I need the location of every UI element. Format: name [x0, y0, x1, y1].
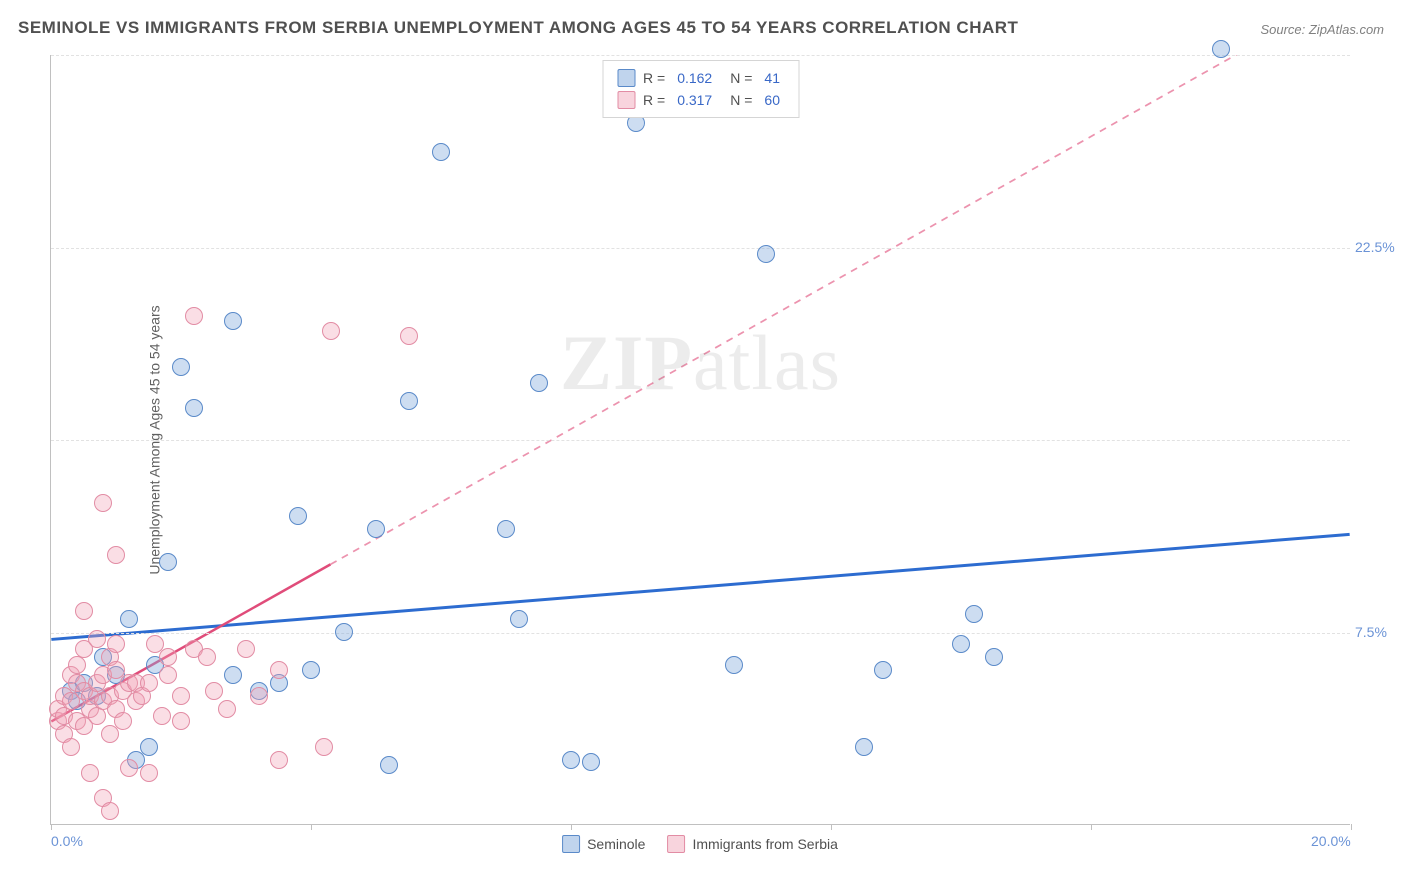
data-point [224, 312, 242, 330]
data-point [101, 802, 119, 820]
data-point [224, 666, 242, 684]
grid-line [51, 55, 1350, 56]
y-tick-label: 7.5% [1355, 624, 1406, 640]
source-attribution: Source: ZipAtlas.com [1260, 22, 1384, 37]
data-point [270, 661, 288, 679]
swatch-blue-icon [617, 69, 635, 87]
data-point [400, 327, 418, 345]
data-point [302, 661, 320, 679]
x-tick-label: 20.0% [1311, 833, 1351, 849]
data-point [380, 756, 398, 774]
data-point [582, 753, 600, 771]
data-point [315, 738, 333, 756]
data-point [159, 666, 177, 684]
data-point [335, 623, 353, 641]
swatch-pink-icon [667, 835, 685, 853]
data-point [270, 751, 288, 769]
data-point [107, 635, 125, 653]
data-point [510, 610, 528, 628]
plot-area: ZIPatlas R = 0.162 N = 41 R = 0.317 N = … [50, 55, 1350, 825]
data-point [81, 764, 99, 782]
watermark: ZIPatlas [560, 318, 841, 408]
data-point [88, 630, 106, 648]
data-point [322, 322, 340, 340]
legend-row-serbia: R = 0.317 N = 60 [617, 89, 784, 111]
correlation-legend: R = 0.162 N = 41 R = 0.317 N = 60 [602, 60, 799, 118]
x-tick [1091, 824, 1092, 830]
data-point [1212, 40, 1230, 58]
grid-line [51, 440, 1350, 441]
data-point [185, 399, 203, 417]
x-tick [311, 824, 312, 830]
chart-container: Unemployment Among Ages 45 to 54 years Z… [50, 55, 1350, 825]
grid-line [51, 248, 1350, 249]
data-point [400, 392, 418, 410]
grid-line [51, 633, 1350, 634]
y-tick-label: 22.5% [1355, 239, 1406, 255]
data-point [140, 674, 158, 692]
swatch-pink-icon [617, 91, 635, 109]
data-point [75, 602, 93, 620]
data-point [120, 610, 138, 628]
data-point [172, 687, 190, 705]
data-point [250, 687, 268, 705]
data-point [757, 245, 775, 263]
data-point [874, 661, 892, 679]
data-point [985, 648, 1003, 666]
data-point [159, 648, 177, 666]
data-point [725, 656, 743, 674]
data-point [237, 640, 255, 658]
data-point [140, 738, 158, 756]
legend-item-serbia: Immigrants from Serbia [667, 835, 837, 853]
data-point [185, 307, 203, 325]
swatch-blue-icon [562, 835, 580, 853]
data-point [107, 546, 125, 564]
x-tick [831, 824, 832, 830]
chart-title: SEMINOLE VS IMMIGRANTS FROM SERBIA UNEMP… [18, 18, 1018, 38]
data-point [153, 707, 171, 725]
data-point [172, 712, 190, 730]
data-point [562, 751, 580, 769]
x-tick [571, 824, 572, 830]
data-point [198, 648, 216, 666]
x-tick [51, 824, 52, 830]
x-tick [1351, 824, 1352, 830]
data-point [367, 520, 385, 538]
data-point [94, 494, 112, 512]
data-point [62, 738, 80, 756]
data-point [159, 553, 177, 571]
data-point [432, 143, 450, 161]
x-tick-label: 0.0% [51, 833, 83, 849]
data-point [497, 520, 515, 538]
legend-item-seminole: Seminole [562, 835, 645, 853]
legend-row-seminole: R = 0.162 N = 41 [617, 67, 784, 89]
data-point [88, 707, 106, 725]
data-point [965, 605, 983, 623]
data-point [289, 507, 307, 525]
data-point [205, 682, 223, 700]
data-point [172, 358, 190, 376]
data-point [530, 374, 548, 392]
data-point [218, 700, 236, 718]
data-point [114, 712, 132, 730]
data-point [952, 635, 970, 653]
data-point [68, 656, 86, 674]
data-point [140, 764, 158, 782]
series-legend: Seminole Immigrants from Serbia [562, 835, 838, 853]
data-point [855, 738, 873, 756]
data-point [120, 759, 138, 777]
